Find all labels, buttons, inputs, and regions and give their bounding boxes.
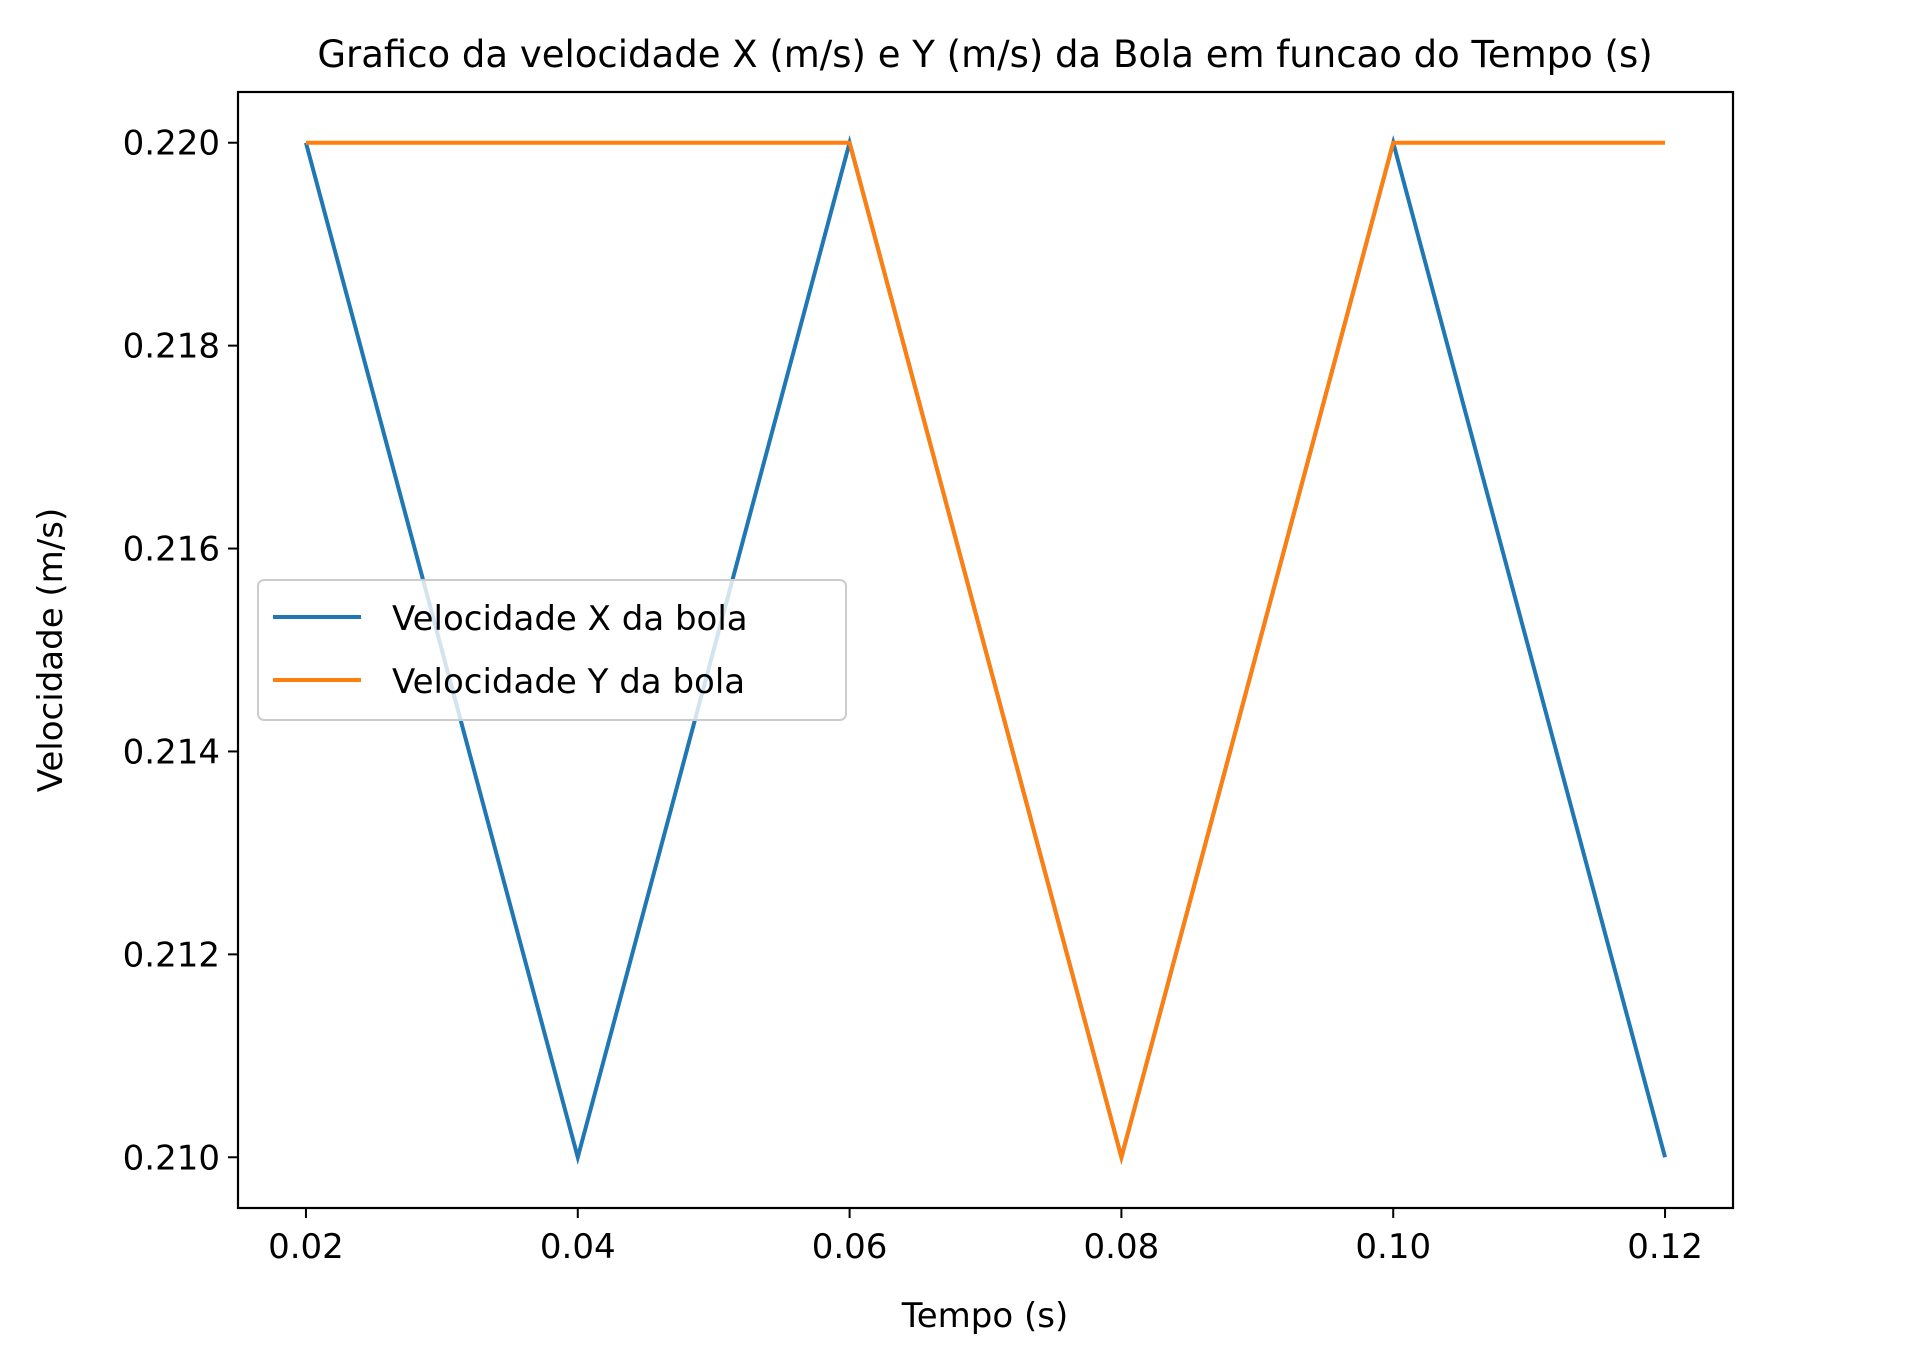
x-tick-label: 0.04 xyxy=(540,1227,616,1267)
chart-title: Grafico da velocidade X (m/s) e Y (m/s) … xyxy=(317,33,1652,76)
legend: Velocidade X da bola Velocidade Y da bol… xyxy=(258,580,846,720)
x-tick-label: 0.08 xyxy=(1084,1227,1160,1267)
y-axis-label: Velocidade (m/s) xyxy=(31,508,71,792)
x-axis-ticks: 0.02 0.04 0.06 0.08 0.10 0.12 xyxy=(268,1208,1703,1267)
x-tick-label: 0.12 xyxy=(1627,1227,1703,1267)
legend-label-velocidade-y: Velocidade Y da bola xyxy=(392,662,745,702)
x-axis-label: Tempo (s) xyxy=(901,1296,1068,1336)
legend-label-velocidade-x: Velocidade X da bola xyxy=(392,599,748,639)
y-tick-label: 0.216 xyxy=(123,530,220,570)
y-tick-label: 0.218 xyxy=(123,327,220,367)
x-tick-label: 0.02 xyxy=(268,1227,344,1267)
x-tick-label: 0.06 xyxy=(812,1227,888,1267)
y-tick-label: 0.220 xyxy=(123,124,220,164)
y-tick-label: 0.212 xyxy=(123,935,220,975)
y-tick-label: 0.210 xyxy=(123,1138,220,1178)
x-tick-label: 0.10 xyxy=(1355,1227,1431,1267)
y-axis-ticks: 0.210 0.212 0.214 0.216 0.218 0.220 xyxy=(123,124,238,1179)
y-tick-label: 0.214 xyxy=(123,732,220,772)
